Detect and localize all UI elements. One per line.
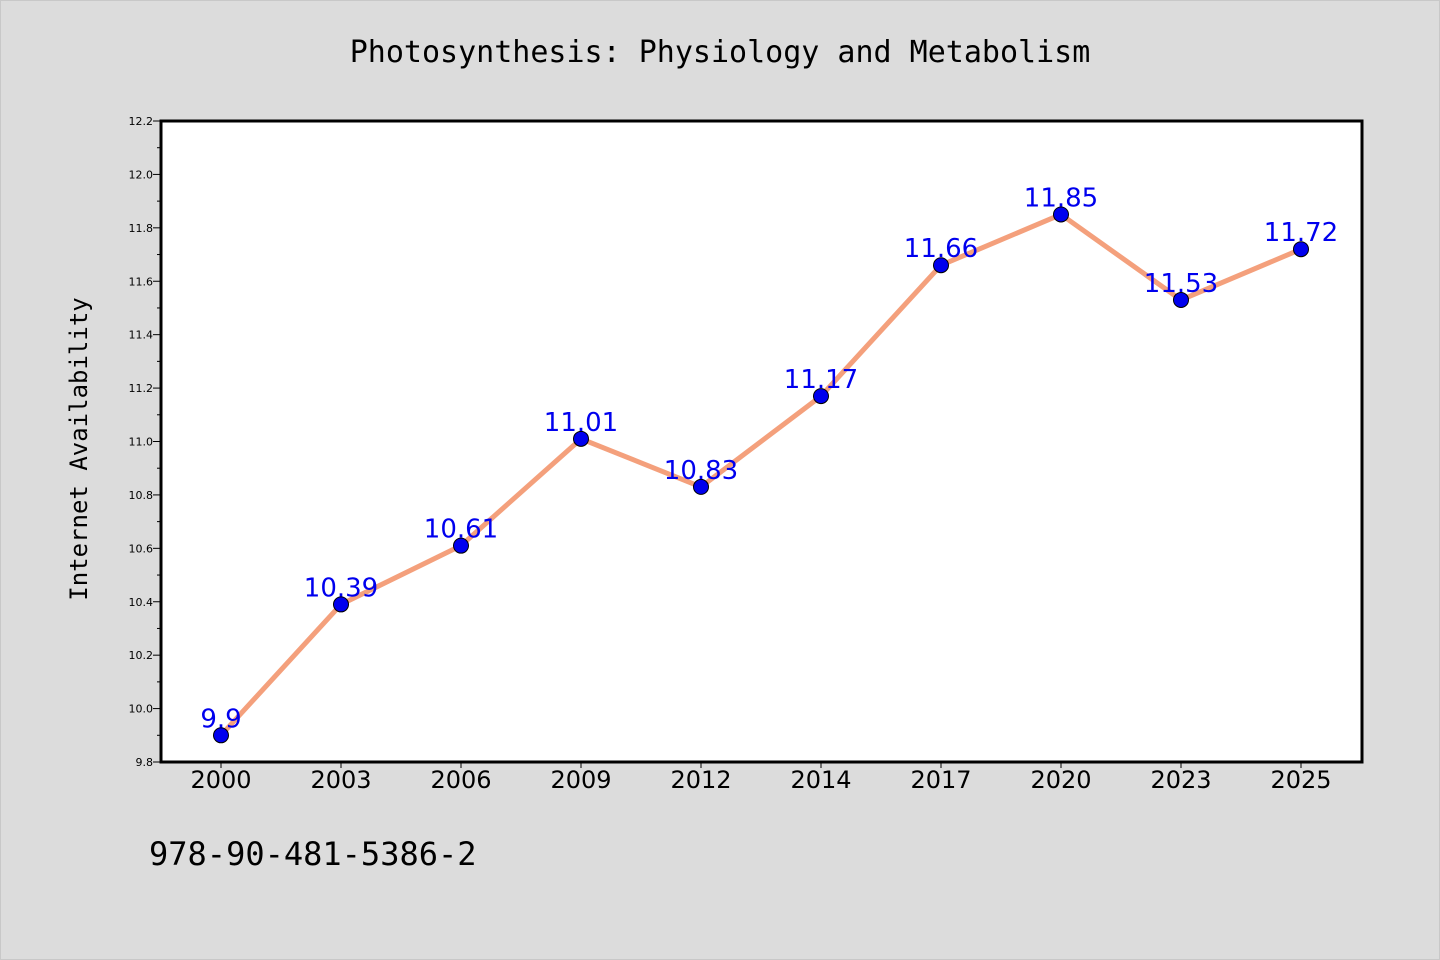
y-axis-label: Internet Availability (65, 297, 93, 600)
x-tick-label: 2000 (190, 766, 251, 794)
data-label: 11.01 (544, 408, 618, 438)
data-label: 10.83 (664, 456, 738, 486)
y-tick-label: 11.2 (129, 382, 154, 395)
data-labels: 9.9 10.39 10.61 11.01 10.83 11.17 11.66 11.85 11… (200, 183, 1338, 734)
y-axis: 9.8 10.0 10.2 10.4 10.6 10.8 11.0 11.2 11.4 11.6 1… (129, 115, 161, 769)
data-label: 10.39 (304, 573, 378, 603)
data-label: 11.17 (784, 365, 858, 395)
y-tick-label: 10.2 (129, 649, 154, 662)
series-markers (213, 206, 1309, 744)
data-label: 11.53 (1144, 269, 1218, 299)
x-tick-label: 2025 (1270, 766, 1331, 794)
x-tick-label: 2017 (910, 766, 971, 794)
data-label: 9.9 (200, 704, 241, 734)
data-point (1173, 291, 1189, 308)
data-label: 11.72 (1264, 218, 1338, 248)
x-tick-label: 2009 (550, 766, 611, 794)
y-tick-label: 10.4 (129, 596, 154, 609)
y-tick-label: 11.8 (129, 222, 154, 235)
data-point (933, 257, 949, 274)
y-tick-label: 9.8 (136, 756, 154, 769)
x-tick-label: 2003 (310, 766, 371, 794)
data-label: 10.61 (424, 515, 498, 545)
data-label: 11.85 (1024, 183, 1098, 213)
y-tick-label: 12.0 (129, 168, 154, 181)
y-tick-label: 10.0 (129, 703, 154, 716)
y-tick-label: 10.6 (129, 542, 154, 555)
data-point (693, 478, 709, 495)
x-tick-label: 2012 (670, 766, 731, 794)
y-tick-label: 10.8 (129, 489, 154, 502)
x-tick-label: 2014 (790, 766, 851, 794)
chart-title: Photosynthesis: Physiology and Metabolis… (349, 35, 1091, 70)
y-tick-label: 12.2 (129, 115, 154, 128)
series-line (219, 211, 1302, 737)
x-tick-label: 2023 (1150, 766, 1211, 794)
data-point (453, 537, 469, 554)
y-tick-label: 11.0 (129, 436, 154, 449)
data-point (573, 430, 589, 447)
y-tick-label: 11.6 (129, 275, 154, 288)
y-tick-label: 11.4 (129, 329, 154, 342)
data-point (213, 727, 229, 744)
x-tick-label: 2020 (1030, 766, 1091, 794)
x-axis: 2000 2003 2006 2009 2012 2014 2017 2020 2023 2025 (190, 762, 1332, 794)
x-tick-label: 2006 (430, 766, 491, 794)
data-point (1053, 206, 1069, 223)
isbn-text: 978-90-481-5386-2 (149, 835, 477, 873)
data-point (1293, 241, 1309, 258)
data-point (333, 596, 349, 613)
data-point (813, 388, 829, 405)
data-label: 11.66 (904, 234, 978, 264)
